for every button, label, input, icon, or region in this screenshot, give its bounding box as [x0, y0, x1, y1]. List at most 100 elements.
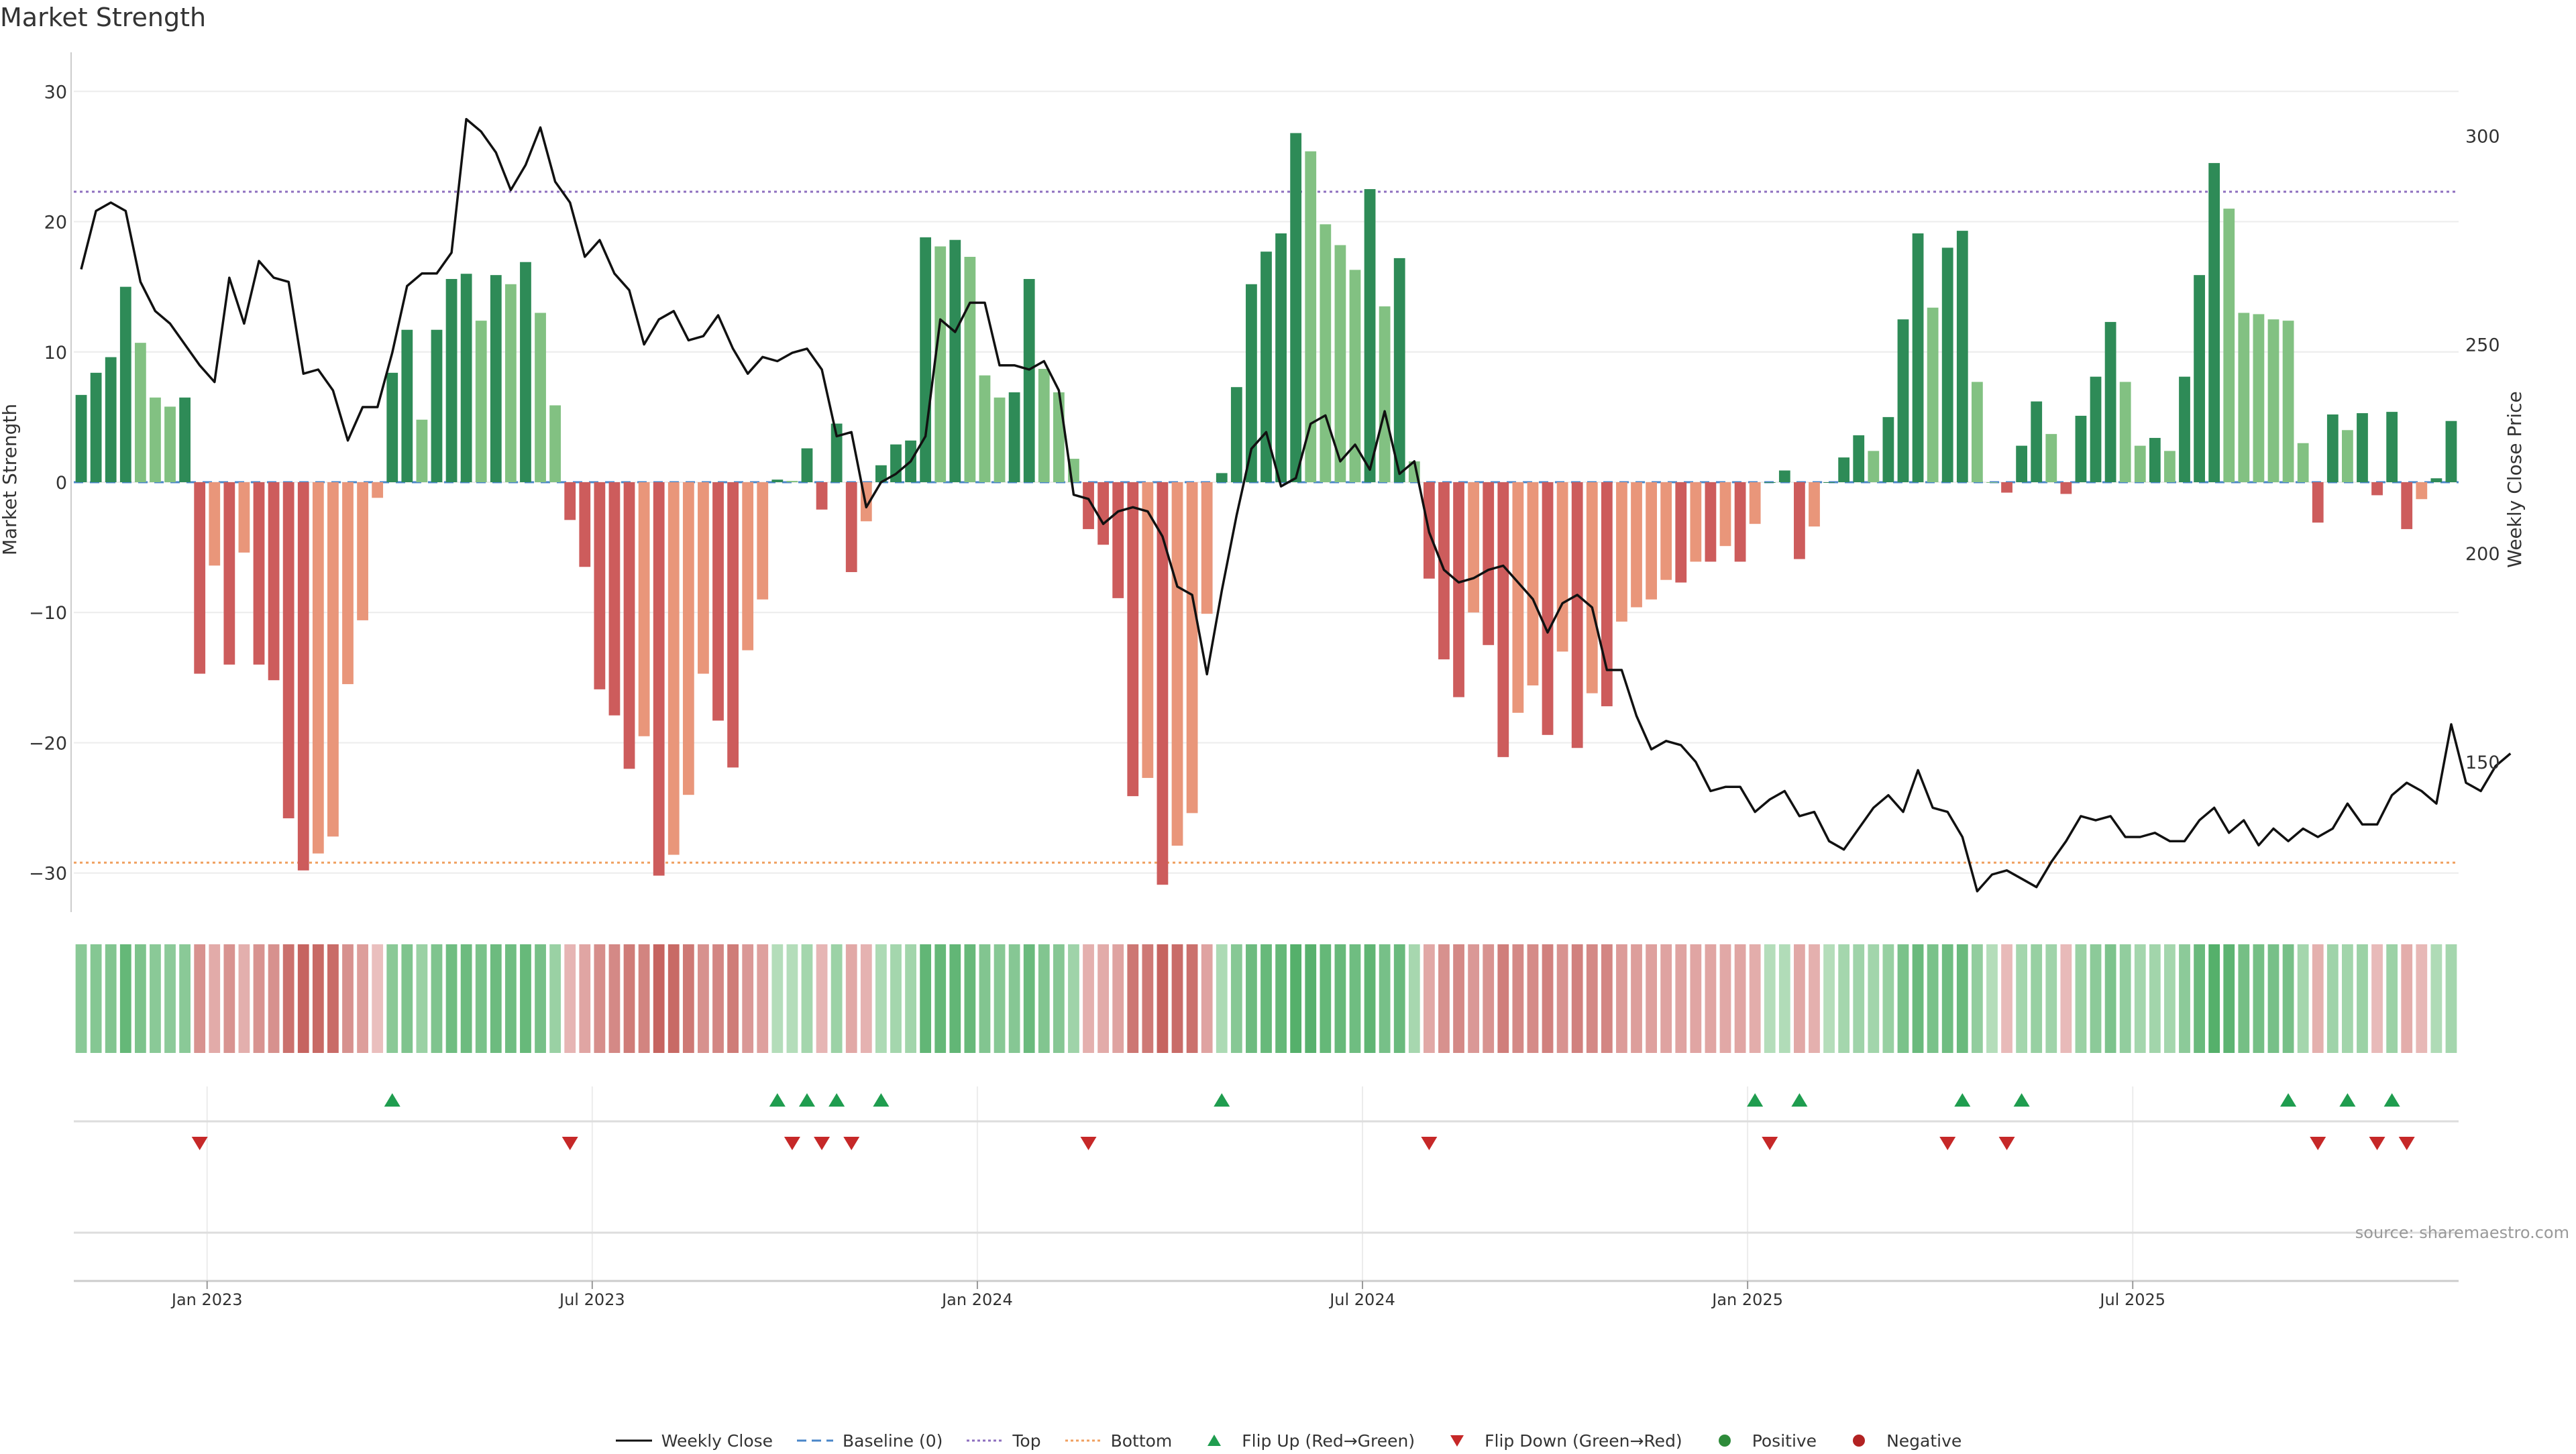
strength-bar: [994, 397, 1006, 482]
x-tick-label: Jan 2025: [1711, 1290, 1783, 1309]
strength-bar: [830, 423, 843, 482]
heat-cell: [579, 944, 591, 1053]
heat-cell: [2326, 944, 2339, 1053]
strength-bar: [1157, 482, 1169, 885]
heat-cell: [1083, 944, 1094, 1053]
y-tick-label: −10: [29, 603, 67, 624]
legend-swatch-icon: [1718, 1435, 1731, 1447]
flip-down-marker: [191, 1137, 208, 1150]
strength-bar: [1601, 482, 1613, 707]
flip-down-marker: [1762, 1137, 1778, 1150]
x-tick-label: Jul 2025: [2098, 1290, 2165, 1309]
strength-bar: [949, 239, 961, 482]
strength-bar: [1794, 482, 1805, 559]
heat-cell: [1112, 944, 1124, 1053]
strength-bar: [1453, 482, 1464, 697]
heat-cell: [1690, 944, 1702, 1053]
strength-bar: [2164, 451, 2176, 482]
strength-bar: [1556, 482, 1568, 652]
heat-cell: [564, 944, 576, 1053]
heat-cell: [194, 944, 206, 1053]
legend-item: Positive: [1705, 1431, 1817, 1451]
strength-bar: [150, 397, 161, 482]
strength-bar: [1023, 278, 1035, 482]
heat-cell: [2386, 944, 2398, 1053]
strength-bar: [934, 246, 947, 482]
strength-bar: [90, 372, 102, 482]
strength-bar: [2060, 482, 2072, 494]
strength-bar: [771, 480, 784, 482]
strength-bar: [372, 482, 384, 498]
heat-cell: [949, 944, 961, 1053]
strength-bar: [1364, 188, 1376, 482]
heat-cell: [1053, 944, 1065, 1053]
strength-bar: [1764, 482, 1776, 483]
heat-cell: [445, 944, 458, 1053]
heat-cell: [1290, 944, 1302, 1053]
heat-cell: [1008, 944, 1020, 1053]
legend-item: Top: [965, 1431, 1041, 1451]
strength-bar: [1512, 482, 1524, 713]
flip-down-marker: [2398, 1137, 2415, 1150]
legend-label: Flip Down (Green→Red): [1485, 1431, 1682, 1451]
strength-bar: [2016, 445, 2028, 482]
x-tick-label: Jul 2023: [558, 1290, 625, 1309]
heat-cell: [994, 944, 1006, 1053]
strength-bar: [1527, 482, 1539, 686]
legend-item: Flip Down (Green→Red): [1438, 1431, 1682, 1451]
flip-up-marker: [2280, 1093, 2297, 1107]
strength-bar: [594, 482, 606, 689]
strength-bar: [623, 482, 635, 769]
heat-cell: [2238, 944, 2250, 1053]
heat-cell: [460, 944, 472, 1053]
weekly-close-line: [80, 117, 2512, 893]
heat-cell: [1764, 944, 1776, 1053]
heat-cell: [282, 944, 294, 1053]
heat-cell: [1216, 944, 1228, 1053]
strength-bar: [2416, 482, 2428, 500]
strength-bar: [1142, 482, 1154, 778]
strength-bar: [1379, 306, 1391, 482]
flip-up-marker: [2013, 1093, 2030, 1107]
heat-cell: [357, 944, 368, 1053]
heat-cell: [1305, 944, 1317, 1053]
heat-cell: [1497, 944, 1509, 1053]
strength-bar: [342, 482, 354, 685]
weekly-close-line-layer: [80, 117, 2512, 893]
heat-cell: [2119, 944, 2131, 1053]
strength-bar: [1882, 416, 1894, 482]
flip-up-marker: [1791, 1093, 1808, 1107]
legend-item: Weekly Close: [614, 1431, 773, 1451]
strength-bar: [682, 482, 694, 795]
strength-bar: [712, 482, 724, 721]
heat-cell: [1838, 944, 1850, 1053]
heat-cell: [475, 944, 487, 1053]
strength-bar: [549, 405, 561, 482]
heat-cell: [2194, 944, 2205, 1053]
heat-cell: [2445, 944, 2457, 1053]
heat-cell: [2104, 944, 2116, 1053]
heat-cell: [771, 944, 784, 1053]
heat-cell: [2045, 944, 2057, 1053]
heat-cell: [119, 944, 131, 1053]
heat-cell: [179, 944, 191, 1053]
strength-bar: [2445, 421, 2457, 482]
heat-cell: [1794, 944, 1805, 1053]
heat-cell: [342, 944, 354, 1053]
x-tick-label: Jul 2024: [1328, 1290, 1395, 1309]
x-tick-label: Jan 2024: [941, 1290, 1013, 1309]
strength-bar: [1171, 482, 1183, 846]
heat-cell: [1438, 944, 1450, 1053]
heat-cell: [1468, 944, 1480, 1053]
strength-bar: [1260, 251, 1272, 482]
heat-cell: [964, 944, 976, 1053]
strength-bar: [1941, 247, 1953, 482]
strength-bar: [475, 321, 487, 482]
flip-down-marker: [814, 1137, 830, 1150]
strength-bar: [757, 482, 769, 600]
strength-bar: [2326, 414, 2339, 482]
y-tick-label: 30: [44, 82, 67, 103]
y-tick-label: −30: [29, 864, 67, 885]
heat-cell: [90, 944, 102, 1053]
